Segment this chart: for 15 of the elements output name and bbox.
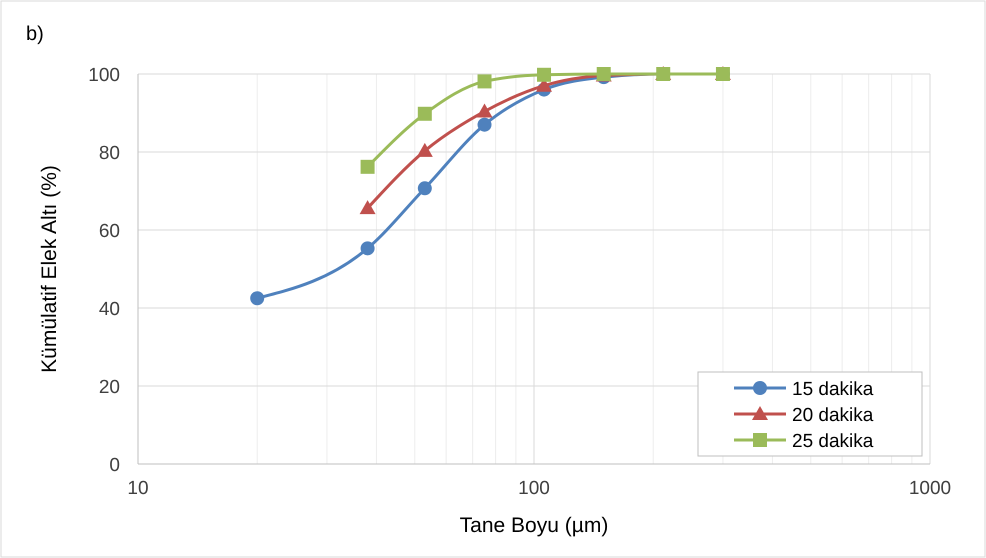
text: b) [26, 23, 44, 45]
y-axis-title: Kümülatif Elek Altı (%) [38, 165, 61, 373]
y-tick-label: 20 [98, 377, 120, 398]
x-tick-label: 100 [518, 478, 550, 499]
y-tick-label: 40 [98, 299, 120, 320]
y-tick-label: 80 [98, 143, 120, 164]
legend-label: 25 dakika [792, 431, 874, 452]
x-axis-title: Tane Boyu (µm) [460, 514, 608, 537]
y-tick-label: 100 [88, 65, 120, 86]
y-tick-label: 60 [98, 221, 120, 242]
y-tick-label: 0 [109, 455, 120, 476]
legend-label: 15 dakika [792, 379, 874, 400]
x-tick-label: 1000 [908, 478, 952, 499]
x-tick-label: 10 [127, 478, 149, 499]
legend-label: 20 dakika [792, 405, 874, 426]
